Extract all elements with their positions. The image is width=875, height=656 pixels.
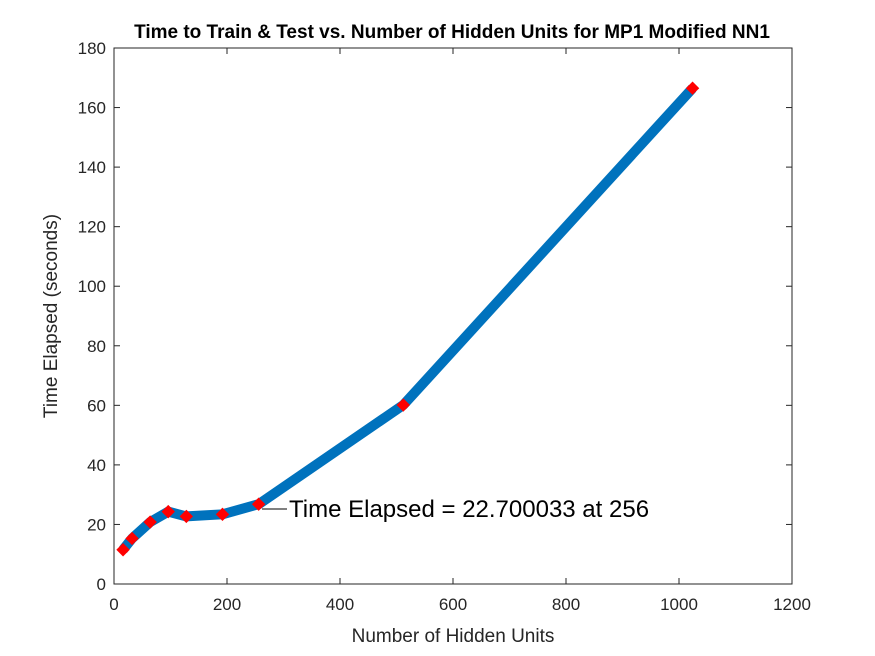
y-tick-label: 160: [78, 99, 106, 118]
data-point: [215, 507, 230, 522]
y-tick-label: 100: [78, 277, 106, 296]
y-tick-label: 140: [78, 158, 106, 177]
data-point: [143, 515, 157, 529]
y-axis-label: Time Elapsed (seconds): [41, 214, 62, 418]
data-point: [251, 497, 266, 511]
data-point: [125, 531, 139, 546]
annotation: Time Elapsed = 22.700033 at 256: [262, 496, 649, 523]
series-layer: [116, 81, 700, 557]
x-tick-label: 800: [552, 595, 580, 614]
x-axis-label: Number of Hidden Units: [352, 626, 555, 647]
x-tick-label: 1200: [773, 595, 811, 614]
y-tick-label: 60: [87, 396, 106, 415]
data-point: [116, 543, 130, 557]
data-point: [179, 509, 194, 524]
y-tick-label: 20: [87, 515, 106, 534]
chart-title: Time to Train & Test vs. Number of Hidde…: [134, 22, 770, 43]
data-point: [396, 398, 410, 412]
x-tick-label: 200: [213, 595, 241, 614]
data-point: [685, 81, 700, 95]
x-tick-label: 0: [109, 595, 118, 614]
y-tick-label: 80: [87, 337, 106, 356]
x-axis: 0 200 400 600 800 1000 1200: [109, 48, 811, 614]
y-axis: 0 20 40 60 80 100 120 140 160 180: [78, 39, 792, 594]
plot-area: [113, 47, 793, 585]
x-tick-label: 400: [326, 595, 354, 614]
x-tick-label: 600: [439, 595, 467, 614]
data-point: [161, 504, 175, 519]
x-tick-label: 1000: [660, 595, 698, 614]
y-tick-label: 180: [78, 39, 106, 58]
annotation-text: Time Elapsed = 22.700033 at 256: [289, 496, 649, 523]
y-tick-label: 40: [87, 456, 106, 475]
y-tick-label: 0: [97, 575, 106, 594]
y-tick-label: 120: [78, 218, 106, 237]
